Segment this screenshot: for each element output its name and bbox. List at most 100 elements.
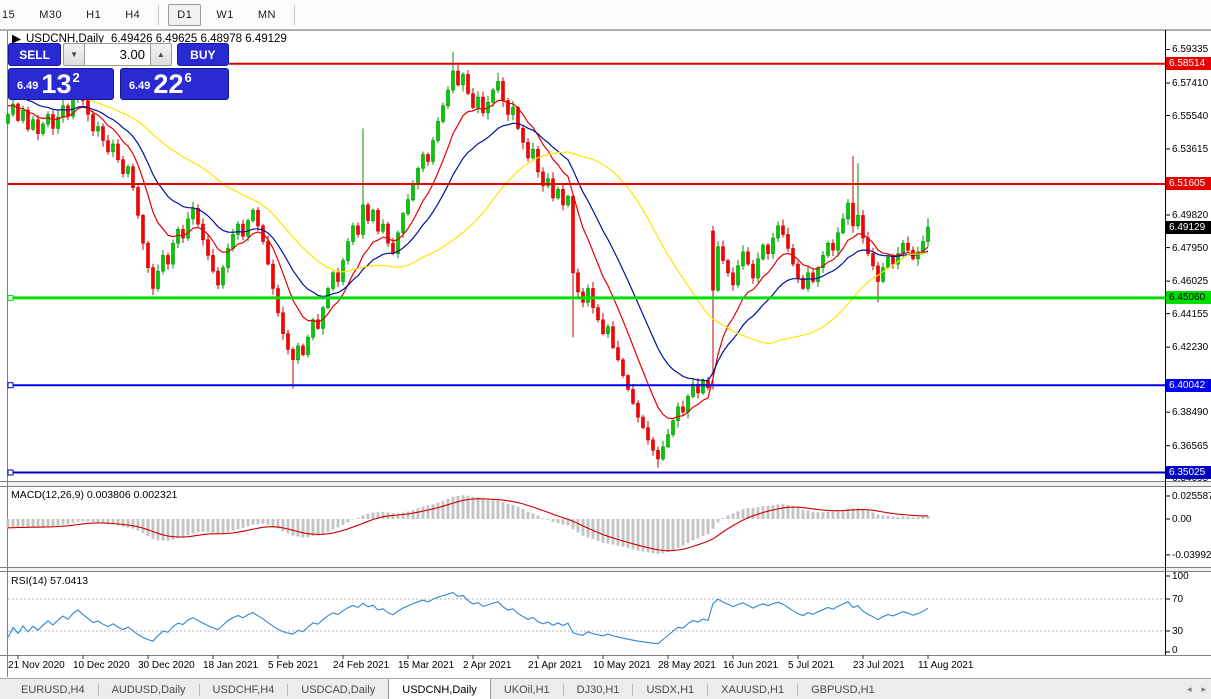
- rsi-tick-label: 0: [1172, 645, 1178, 656]
- chart-tab-usdchf[interactable]: USDCHF,H4: [212, 683, 275, 696]
- price-tick-label: 6.38490: [1172, 407, 1209, 418]
- chart-tab-usdx[interactable]: USDX,H1: [646, 683, 695, 696]
- tab-divider: [97, 683, 99, 696]
- macd-tick-label: 0.025587: [1172, 491, 1211, 502]
- rsi-tick-label: 70: [1172, 594, 1184, 605]
- ma-line-21: [7, 92, 929, 382]
- tab-divider: [562, 683, 564, 696]
- chart-tab-ukoil[interactable]: UKOil,H1: [503, 683, 550, 696]
- date-axis-label: 10 Dec 2020: [73, 660, 130, 671]
- candlestick-series: [6, 51, 930, 468]
- date-axis-label: 21 Nov 2020: [8, 660, 65, 671]
- macd-tick-label: 0.00: [1172, 514, 1192, 525]
- macd-label: MACD(12,26,9) 0.003806 0.002321: [11, 489, 178, 501]
- chart-tab-usdcad[interactable]: USDCAD,Daily: [301, 683, 376, 696]
- volume-input[interactable]: [84, 43, 150, 66]
- chart-tabs-bar: EURUSD,H4 AUDUSD,Daily USDCHF,H4 USDCAD,Dai…: [0, 678, 1211, 699]
- timeframe-button-h1[interactable]: H1: [77, 4, 110, 26]
- price-tag: 6.40042: [1166, 379, 1211, 392]
- pane-splitter[interactable]: [8, 482, 1211, 486]
- date-axis-label: 10 May 2021: [593, 660, 651, 671]
- buy-price-main: 6.49: [129, 80, 151, 92]
- date-axis-label: 15 Mar 2021: [398, 660, 455, 671]
- timeframe-button-w1[interactable]: W1: [207, 4, 243, 26]
- sell-button[interactable]: SELL: [8, 43, 62, 66]
- macd-value-signal: 0.002321: [133, 489, 178, 501]
- date-axis-label: 2 Apr 2021: [463, 660, 512, 671]
- toolbar-separator: [158, 4, 160, 25]
- symbol-name: USDCNH,Daily: [26, 33, 104, 45]
- timeframe-button-mn[interactable]: MN: [249, 4, 285, 26]
- date-axis-label: 28 May 2021: [658, 660, 716, 671]
- price-tag: 6.45060: [1166, 291, 1211, 304]
- price-tick-label: 6.47950: [1172, 243, 1209, 254]
- rsi-value: 57.0413: [50, 575, 89, 587]
- buy-price-point: 6: [184, 70, 192, 85]
- macd-signal-line: [7, 498, 928, 552]
- chart-window: 6.59335 6.57410 6.55540 6.53615 6.49820 6.479…: [0, 30, 1211, 678]
- chart-tab-audusd[interactable]: AUDUSD,Daily: [111, 683, 186, 696]
- date-axis-label: 18 Jan 2021: [203, 660, 259, 671]
- timeframe-button-15[interactable]: 15: [0, 4, 24, 26]
- line-handle[interactable]: [7, 294, 14, 301]
- ma-line-40: [7, 66, 929, 345]
- sell-price-pips: 13: [41, 69, 72, 99]
- line-handle[interactable]: [7, 382, 14, 389]
- sell-price-box[interactable]: 6.49 13 2: [8, 68, 114, 100]
- price-tick-label: 6.55540: [1172, 111, 1209, 122]
- rsi-tick-label: 100: [1172, 571, 1189, 582]
- timeframe-button-d1[interactable]: D1: [168, 3, 202, 26]
- date-axis-label: 16 Jun 2021: [723, 660, 779, 671]
- macd-value-main: 0.003806: [86, 489, 131, 501]
- price-tick-label: 6.44155: [1172, 309, 1209, 320]
- volume-decrease-button[interactable]: ▼: [63, 43, 85, 66]
- ma-line-10: [7, 99, 929, 420]
- date-axis-label: 11 Aug 2021: [918, 660, 974, 671]
- chart-tab-dj30[interactable]: DJ30,H1: [576, 683, 620, 696]
- price-tick-label: 6.53615: [1172, 144, 1209, 155]
- tab-divider: [632, 683, 634, 696]
- tab-scroll-right-icon[interactable]: ▸: [1201, 684, 1206, 694]
- buy-button[interactable]: BUY: [176, 43, 229, 66]
- tab-divider: [198, 683, 200, 696]
- timeframe-button-m30[interactable]: M30: [30, 4, 71, 26]
- price-tick-label: 6.57410: [1172, 78, 1209, 89]
- chart-tab-xauusd[interactable]: XAUUSD,H1: [721, 683, 785, 696]
- price-tick-label: 6.42230: [1172, 342, 1209, 353]
- date-axis-label: 30 Dec 2020: [138, 660, 195, 671]
- price-tick-label: 6.59335: [1172, 44, 1209, 55]
- sell-price-point: 2: [72, 70, 80, 85]
- tab-scroll-left-icon[interactable]: ◂: [1186, 684, 1192, 694]
- volume-increase-button[interactable]: ▲: [149, 43, 172, 66]
- price-tag: 6.35025: [1166, 466, 1211, 479]
- sell-price-main: 6.49: [17, 80, 39, 92]
- chart-tab-usdcnh[interactable]: USDCNH,Daily: [388, 679, 491, 699]
- timeframe-button-h4[interactable]: H4: [116, 4, 149, 26]
- price-tag: 6.58514: [1166, 57, 1211, 70]
- date-axis-label: 24 Feb 2021: [333, 660, 390, 671]
- date-axis-label: 5 Jul 2021: [788, 660, 835, 671]
- macd-tick-label: -0.039928: [1172, 550, 1211, 561]
- price-tick-label: 6.46025: [1172, 276, 1209, 287]
- tab-divider: [707, 683, 709, 696]
- price-tick-label: 6.49820: [1172, 210, 1209, 221]
- chart-tab-gbpusd[interactable]: GBPUSD,H1: [811, 683, 875, 696]
- line-handle[interactable]: [7, 469, 14, 476]
- date-axis-label: 5 Feb 2021: [268, 660, 319, 671]
- chart-area[interactable]: [0, 30, 1211, 678]
- buy-price-box[interactable]: 6.49 22 6: [120, 68, 229, 100]
- toolbar-separator: [293, 4, 295, 25]
- timeframe-toolbar: 15 M30 H1 H4 D1 W1 MN: [0, 0, 1211, 30]
- date-axis-label: 21 Apr 2021: [528, 660, 582, 671]
- price-tag: 6.51605: [1166, 177, 1211, 190]
- one-click-trading-panel: SELL ▼ ▲ BUY 6.49 13 2 6.49 22 6: [8, 43, 229, 100]
- rsi-tick-label: 30: [1172, 626, 1184, 637]
- chart-pointer-icon: [12, 34, 21, 44]
- tab-divider: [797, 683, 799, 696]
- chart-tab-eurusd[interactable]: EURUSD,H4: [21, 683, 85, 696]
- price-tag: 6.49129: [1166, 221, 1211, 234]
- tab-divider: [287, 683, 289, 696]
- pane-splitter[interactable]: [8, 568, 1211, 571]
- buy-price-pips: 22: [153, 69, 184, 99]
